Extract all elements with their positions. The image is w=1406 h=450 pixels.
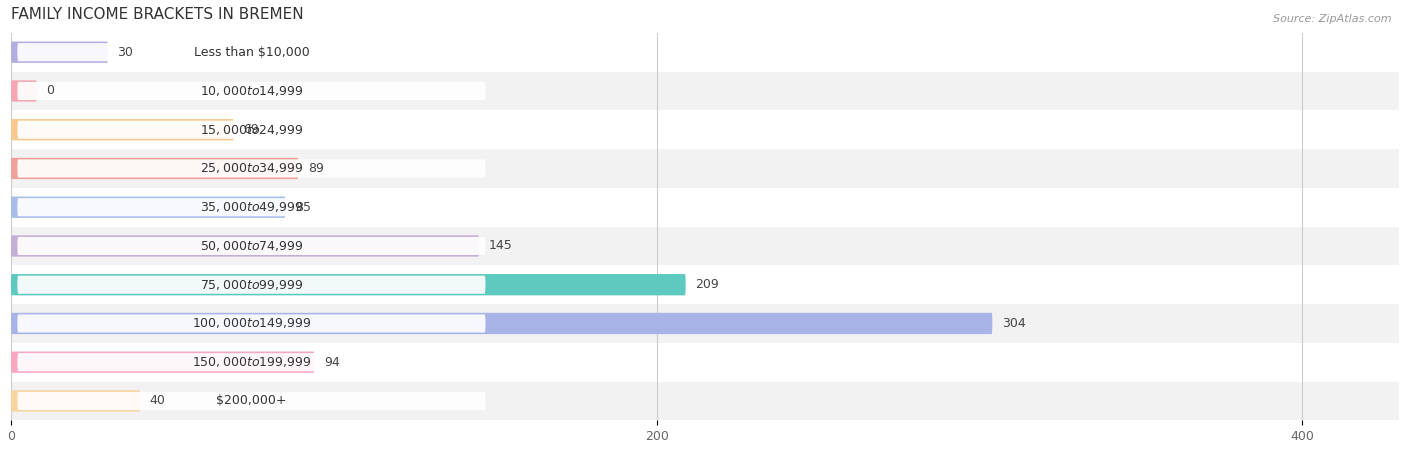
Bar [11, 266, 1399, 304]
FancyBboxPatch shape [11, 235, 479, 256]
FancyBboxPatch shape [17, 198, 485, 216]
FancyBboxPatch shape [11, 390, 141, 412]
Text: $10,000 to $14,999: $10,000 to $14,999 [200, 84, 304, 98]
Text: 0: 0 [46, 85, 55, 98]
Text: $75,000 to $99,999: $75,000 to $99,999 [200, 278, 304, 292]
Text: Source: ZipAtlas.com: Source: ZipAtlas.com [1274, 14, 1392, 23]
Bar [11, 72, 1399, 110]
Text: 304: 304 [1002, 317, 1026, 330]
FancyBboxPatch shape [11, 197, 285, 218]
Bar [11, 382, 1399, 420]
Text: 145: 145 [489, 239, 512, 252]
Text: 209: 209 [696, 278, 718, 291]
Text: FAMILY INCOME BRACKETS IN BREMEN: FAMILY INCOME BRACKETS IN BREMEN [11, 7, 304, 22]
FancyBboxPatch shape [17, 43, 485, 61]
Text: $50,000 to $74,999: $50,000 to $74,999 [200, 239, 304, 253]
Text: $200,000+: $200,000+ [217, 395, 287, 407]
Text: $100,000 to $149,999: $100,000 to $149,999 [191, 316, 311, 330]
FancyBboxPatch shape [17, 159, 485, 177]
FancyBboxPatch shape [17, 237, 485, 255]
FancyBboxPatch shape [11, 351, 315, 373]
Bar [11, 227, 1399, 266]
FancyBboxPatch shape [11, 274, 686, 295]
Bar [11, 304, 1399, 343]
Text: Less than $10,000: Less than $10,000 [194, 46, 309, 58]
FancyBboxPatch shape [17, 276, 485, 294]
Text: 94: 94 [323, 356, 340, 369]
Text: $35,000 to $49,999: $35,000 to $49,999 [200, 200, 304, 214]
Text: 89: 89 [308, 162, 323, 175]
Text: 85: 85 [295, 201, 311, 214]
Text: 69: 69 [243, 123, 259, 136]
Bar [11, 110, 1399, 149]
FancyBboxPatch shape [17, 82, 485, 100]
FancyBboxPatch shape [11, 158, 298, 179]
Text: 40: 40 [150, 395, 166, 407]
FancyBboxPatch shape [11, 80, 37, 102]
Text: $15,000 to $24,999: $15,000 to $24,999 [200, 123, 304, 137]
Bar [11, 149, 1399, 188]
FancyBboxPatch shape [11, 41, 108, 63]
Text: 30: 30 [118, 46, 134, 58]
Bar [11, 343, 1399, 382]
FancyBboxPatch shape [17, 392, 485, 410]
FancyBboxPatch shape [17, 121, 485, 139]
FancyBboxPatch shape [11, 119, 233, 140]
Text: $150,000 to $199,999: $150,000 to $199,999 [191, 355, 311, 369]
FancyBboxPatch shape [17, 353, 485, 371]
FancyBboxPatch shape [17, 315, 485, 333]
FancyBboxPatch shape [11, 313, 993, 334]
Bar [11, 33, 1399, 72]
Bar [11, 188, 1399, 227]
Text: $25,000 to $34,999: $25,000 to $34,999 [200, 162, 304, 176]
